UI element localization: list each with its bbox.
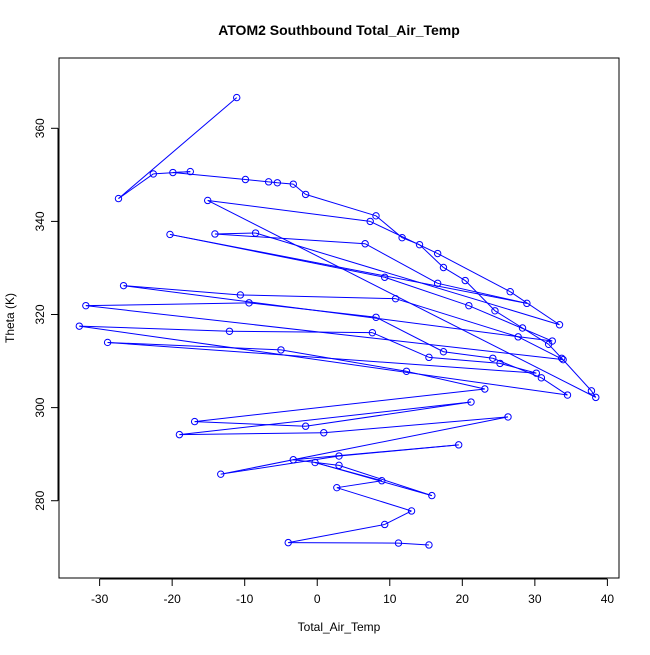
series-line-segment — [86, 303, 249, 306]
series-line-segment — [173, 173, 246, 180]
series-line-segment — [396, 299, 519, 337]
x-axis-label: Total_Air_Temp — [298, 620, 381, 634]
series-line-segment — [541, 378, 567, 395]
y-axis-label: Theta (K) — [3, 293, 17, 343]
x-tick-label: -10 — [236, 592, 254, 606]
series-lines — [79, 98, 595, 545]
x-tick-label: -20 — [163, 592, 181, 606]
series-line-segment — [315, 463, 382, 481]
y-axis: 280 300 320 340 360 — [33, 118, 58, 511]
series-line-segment — [108, 342, 537, 373]
series-line-segment — [288, 524, 384, 542]
x-tick-label: 0 — [314, 592, 321, 606]
series-line-segment — [337, 488, 412, 511]
series-line-segment — [443, 267, 465, 280]
series-line-segment — [406, 371, 484, 389]
y-tick-label: 320 — [33, 304, 47, 324]
series-line-segment — [170, 234, 385, 277]
series-line-segment — [293, 445, 458, 460]
series-line-segment — [215, 233, 256, 234]
series-line-segment — [281, 350, 406, 371]
series-line-segment — [118, 98, 236, 199]
chart-title: ATOM2 Southbound Total_Air_Temp — [218, 22, 460, 38]
series-line-segment — [398, 543, 428, 545]
series-line-segment — [495, 311, 523, 328]
series-line-segment — [337, 481, 382, 488]
x-tick-label: 30 — [528, 592, 542, 606]
y-tick-label: 280 — [33, 490, 47, 510]
y-tick-label: 340 — [33, 211, 47, 231]
x-tick-label: 40 — [601, 592, 615, 606]
series-line-segment — [240, 295, 395, 299]
x-tick-label: 10 — [383, 592, 397, 606]
series-line-segment — [443, 352, 492, 359]
series-line-segment — [179, 433, 323, 435]
series-line-segment — [562, 358, 592, 391]
y-tick-label: 300 — [33, 397, 47, 417]
x-axis: -30 -20 -10 0 10 20 30 40 — [91, 579, 614, 606]
series-line-segment — [518, 337, 563, 360]
series-line-segment — [277, 183, 293, 184]
series-line-segment — [221, 456, 339, 474]
plot-frame — [59, 58, 619, 578]
series-points — [76, 94, 599, 548]
series-line-segment — [306, 194, 376, 215]
series-line-segment — [208, 200, 370, 221]
series-line-segment — [208, 200, 596, 397]
x-tick-label: -30 — [91, 592, 109, 606]
series-line-segment — [269, 182, 278, 183]
series-line-segment — [370, 221, 437, 253]
y-tick-label: 360 — [33, 118, 47, 138]
series-line-segment — [249, 303, 376, 317]
series-line-segment — [293, 184, 305, 194]
series-line-segment — [385, 511, 412, 525]
series-line-segment — [256, 233, 560, 325]
series-line-segment — [372, 333, 429, 358]
series-line-segment — [510, 292, 559, 325]
x-tick-label: 20 — [456, 592, 470, 606]
series-line-segment — [229, 331, 372, 332]
series-line-segment — [79, 326, 229, 331]
series-line-segment — [118, 174, 153, 199]
